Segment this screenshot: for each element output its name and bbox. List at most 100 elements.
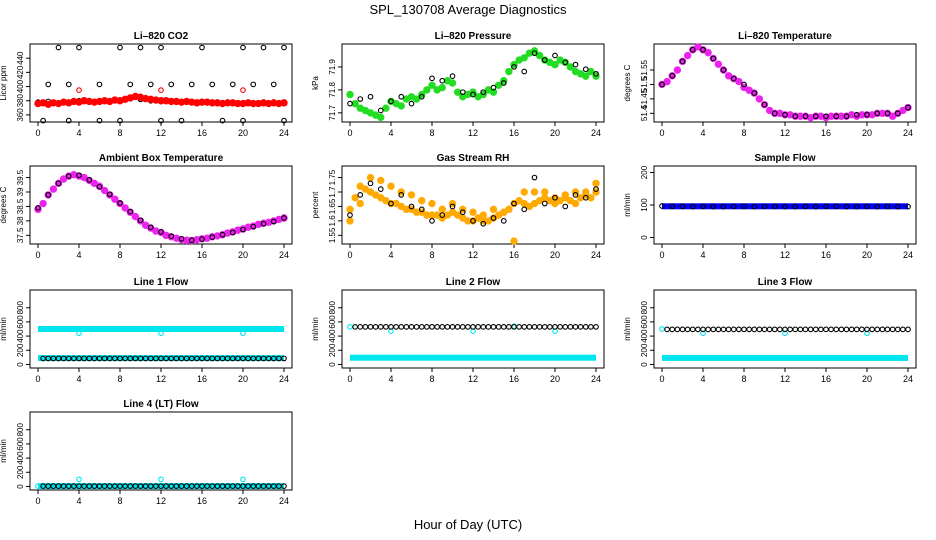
y-tick-label: 420 — [16, 65, 25, 79]
x-tick-label: 0 — [659, 128, 664, 138]
data-point — [240, 476, 246, 483]
panel-title: Line 2 Flow — [446, 277, 501, 288]
x-tick-label: 20 — [550, 374, 560, 384]
data-point — [582, 324, 589, 330]
y-tick-label: 0 — [640, 362, 649, 367]
x-tick-label: 24 — [279, 374, 289, 384]
x-tick-label: 20 — [862, 374, 872, 384]
data-point — [229, 81, 236, 88]
data-point — [469, 208, 477, 216]
data-point — [592, 179, 600, 188]
x-tick-label: 16 — [197, 250, 207, 260]
data-point — [357, 192, 364, 198]
y-tick-label: 39.5 — [16, 169, 25, 185]
data-point — [117, 200, 123, 206]
series-2 — [659, 203, 911, 210]
panel-8: Line 2 Flow ml/min 0 4 8 12 16 20 24 0 20040060080… — [311, 277, 605, 384]
data-point — [219, 117, 226, 124]
data-point — [352, 324, 358, 330]
data-point — [730, 326, 737, 333]
y-axis-label: ml/min — [0, 439, 8, 463]
y-axis-label: ml/min — [623, 193, 632, 217]
data-point — [674, 326, 681, 333]
series-band — [350, 354, 596, 361]
data-point — [741, 203, 747, 210]
y-axis-label: ml/min — [311, 317, 320, 341]
data-point — [351, 194, 359, 202]
x-tick-label: 4 — [700, 128, 705, 138]
series-band — [38, 326, 284, 332]
data-point — [884, 326, 891, 333]
data-point — [520, 188, 528, 196]
y-tick-label: 37.5 — [16, 227, 25, 243]
series-2 — [347, 50, 599, 114]
data-point — [853, 326, 860, 333]
data-point — [383, 324, 389, 330]
data-point — [535, 51, 544, 60]
y-axis-label: ml/min — [623, 317, 632, 341]
data-point — [541, 200, 548, 207]
data-point — [240, 44, 246, 51]
series-1 — [34, 170, 288, 245]
data-point — [689, 203, 696, 210]
data-point — [582, 66, 589, 73]
data-point — [209, 81, 216, 88]
data-point — [710, 326, 717, 333]
panel-title: Line 4 (LT) Flow — [123, 399, 199, 410]
x-tick-label: 16 — [821, 250, 831, 260]
y-tick-label: 0 — [16, 484, 25, 489]
x-tick-label: 20 — [238, 496, 248, 506]
series-3 — [76, 330, 246, 337]
y-tick-label: 39 — [16, 187, 25, 196]
x-tick-label: 24 — [903, 128, 913, 138]
data-point — [905, 203, 911, 210]
data-point — [398, 192, 405, 198]
data-point — [429, 75, 435, 82]
data-point — [710, 203, 717, 210]
x-tick-label: 24 — [591, 250, 601, 260]
y-tick-label: 71.8 — [328, 82, 337, 98]
data-point — [889, 326, 896, 333]
data-point — [490, 84, 497, 91]
data-point — [281, 117, 287, 124]
data-point — [531, 174, 538, 181]
data-point — [168, 233, 175, 240]
series-2 — [35, 476, 246, 489]
data-point — [168, 81, 175, 88]
y-tick-label: 38 — [16, 216, 25, 225]
data-point — [577, 324, 584, 330]
data-point — [500, 218, 507, 224]
data-point — [720, 67, 727, 73]
data-point — [561, 191, 569, 199]
data-point — [582, 72, 590, 80]
y-tick-label: 400 — [328, 329, 337, 343]
data-point — [500, 208, 508, 216]
data-point — [260, 44, 267, 51]
data-point — [684, 326, 691, 333]
data-point — [434, 324, 440, 330]
data-point — [761, 326, 768, 333]
panel-9: Line 3 Flow ml/min 0 4 8 12 16 20 24 0 20040060080… — [623, 277, 917, 384]
data-point — [347, 324, 353, 330]
data-point — [408, 100, 415, 107]
x-tick-label: 8 — [429, 250, 434, 260]
data-point — [833, 203, 840, 210]
y-tick-label: 100 — [640, 198, 649, 212]
data-point — [782, 111, 788, 118]
data-point — [470, 218, 476, 224]
data-point — [511, 64, 517, 70]
data-point — [520, 54, 528, 62]
series-1 — [350, 354, 596, 361]
data-point — [49, 185, 58, 193]
series-3 — [352, 324, 599, 330]
x-tick-label: 24 — [591, 374, 601, 384]
data-point — [812, 113, 819, 120]
x-tick-label: 20 — [238, 374, 248, 384]
data-point — [823, 113, 829, 120]
data-point — [843, 203, 850, 210]
panel-2: Li–820 Pressure kPa 0 4 8 12 16 20 24 71.7 71.8 71.… — [311, 31, 605, 138]
data-point — [444, 324, 451, 330]
y-tick-label: 800 — [16, 423, 25, 437]
y-axis-label: Licor ppm — [0, 65, 8, 100]
